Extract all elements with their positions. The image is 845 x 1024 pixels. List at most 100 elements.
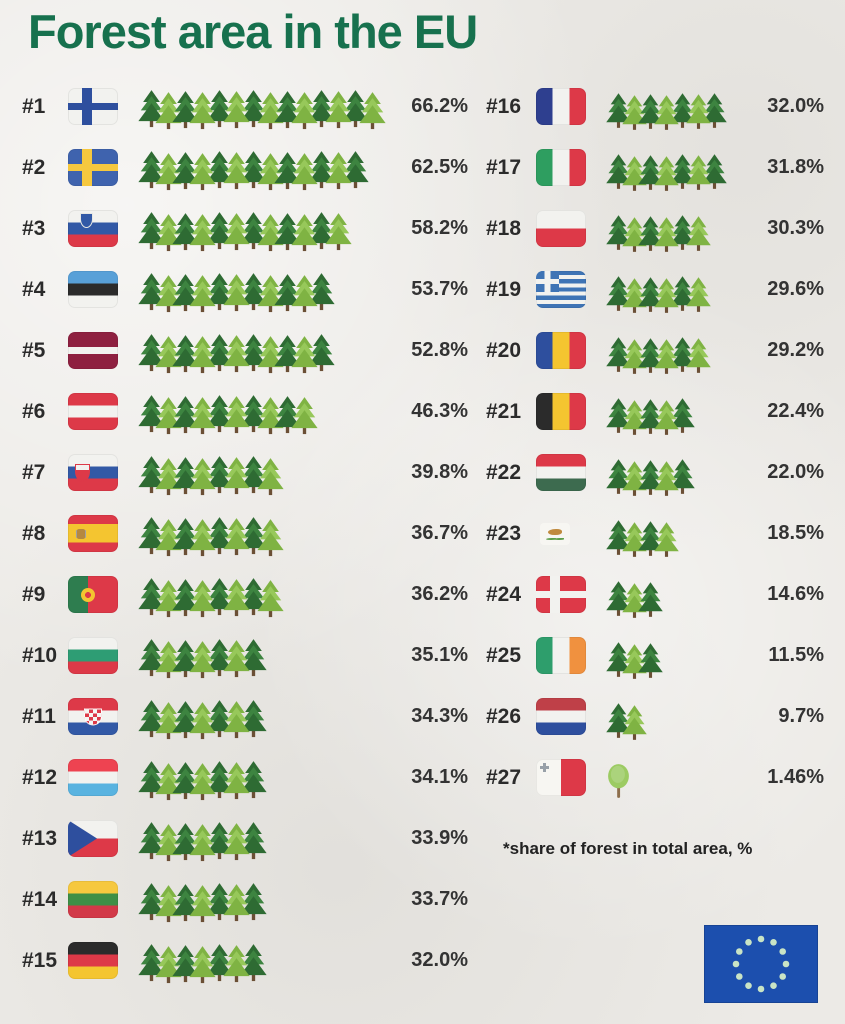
evergreen-tree-icon [668, 85, 697, 135]
evergreen-tree-icon [636, 635, 665, 685]
evergreen-tree-icon [604, 634, 633, 684]
percent-value: 22.4% [767, 400, 824, 422]
evergreen-tree-icon [204, 81, 235, 135]
flag-czechia [68, 820, 118, 857]
evergreen-tree-icon [604, 512, 633, 562]
evergreen-tree-icon [204, 325, 235, 379]
evergreen-tree-icon [238, 264, 269, 318]
tree-pictogram [594, 684, 744, 750]
evergreen-tree-icon [238, 935, 269, 989]
evergreen-tree-icon [272, 265, 303, 319]
forest-row-finland: #1 66.2% [22, 76, 468, 137]
forest-row-netherlands: #26 9.7% [486, 686, 824, 747]
flag-luxembourg [68, 759, 118, 796]
flag-slot [68, 454, 126, 491]
evergreen-tree-icon [136, 325, 167, 379]
evergreen-tree-icon [170, 814, 201, 868]
evergreen-tree-icon [272, 82, 303, 136]
tree-pictogram [126, 74, 394, 140]
evergreen-tree-icon [604, 390, 633, 440]
evergreen-tree-icon [221, 936, 252, 990]
evergreen-tree-icon [221, 692, 252, 746]
rank-label: #8 [22, 521, 46, 545]
evergreen-tree-icon [700, 146, 729, 196]
evergreen-tree-icon [684, 86, 713, 136]
evergreen-tree-icon [221, 814, 252, 868]
evergreen-tree-icon [668, 207, 697, 257]
flag-slovakia [68, 454, 118, 491]
tree-pictogram [594, 379, 744, 445]
rank-label: #12 [22, 765, 58, 789]
percent-value: 32.0% [767, 95, 824, 117]
nordic-cross-horizontal [536, 590, 586, 599]
rank-label: #24 [486, 582, 522, 606]
tree-pictogram [594, 318, 744, 384]
tree-pictogram [126, 562, 394, 628]
evergreen-tree-icon [170, 326, 201, 380]
flag-slovenia [68, 210, 118, 247]
evergreen-tree-icon [136, 203, 167, 257]
flag-slot [536, 522, 594, 545]
evergreen-tree-icon [306, 264, 337, 318]
evergreen-tree-icon [170, 265, 201, 319]
rank-label: #19 [486, 277, 522, 301]
evergreen-tree-icon [289, 327, 320, 381]
percent-value: 46.3% [411, 400, 468, 422]
forest-row-slovenia: #3 58.2% [22, 198, 468, 259]
rank-label: #18 [486, 216, 522, 240]
evergreen-tree-icon [204, 813, 235, 867]
flag-slot [68, 88, 126, 125]
evergreen-tree-icon [255, 510, 286, 564]
evergreen-tree-icon [204, 386, 235, 440]
evergreen-tree-icon [187, 449, 218, 503]
flag-slot [536, 698, 594, 735]
forest-row-austria: #6 46.3% [22, 381, 468, 442]
tree-pictogram [126, 867, 394, 933]
flag-croatia [68, 698, 118, 735]
flag-slot [536, 454, 594, 491]
rank-label: #27 [486, 765, 522, 789]
percent-value: 29.2% [767, 339, 824, 361]
tree-pictogram [594, 135, 744, 201]
rank-label: #15 [22, 948, 58, 972]
tree-pictogram [126, 379, 394, 445]
evergreen-tree-icon [221, 265, 252, 319]
tree-pictogram [594, 257, 744, 323]
evergreen-tree-icon [668, 329, 697, 379]
evergreen-tree-icon [170, 143, 201, 197]
tree-pictogram [594, 562, 744, 628]
evergreen-tree-icon [272, 143, 303, 197]
evergreen-tree-icon [187, 571, 218, 625]
evergreen-tree-icon [170, 509, 201, 563]
evergreen-tree-icon [238, 752, 269, 806]
flag-denmark [536, 576, 586, 613]
percent-value: 31.8% [767, 156, 824, 178]
flag-netherlands [536, 698, 586, 735]
percent-value: 33.9% [411, 827, 468, 849]
evergreen-tree-icon [187, 876, 218, 930]
evergreen-tree-icon [187, 144, 218, 198]
evergreen-tree-icon [684, 147, 713, 197]
evergreen-tree-icon [238, 203, 269, 257]
tree-pictogram [126, 745, 394, 811]
evergreen-tree-icon [700, 85, 729, 135]
evergreen-tree-icon [668, 451, 697, 501]
flag-slot [68, 637, 126, 674]
tree-pictogram [126, 318, 394, 384]
evergreen-tree-icon [636, 391, 665, 441]
flag-slot [536, 210, 594, 247]
percent-value: 39.8% [411, 461, 468, 483]
percent-value: 34.1% [411, 766, 468, 788]
evergreen-tree-icon [136, 874, 167, 928]
flag-slot [536, 637, 594, 674]
forest-row-belgium: #21 22.4% [486, 381, 824, 442]
flag-ireland [536, 637, 586, 674]
percent-value: 62.5% [411, 156, 468, 178]
evergreen-tree-icon [323, 204, 354, 258]
evergreen-tree-icon [357, 83, 388, 137]
forest-row-greece: #19 29.6% [486, 259, 824, 320]
rank-label: #11 [22, 704, 56, 728]
percent-value: 29.6% [767, 278, 824, 300]
evergreen-tree-icon [204, 142, 235, 196]
evergreen-tree-icon [187, 388, 218, 442]
